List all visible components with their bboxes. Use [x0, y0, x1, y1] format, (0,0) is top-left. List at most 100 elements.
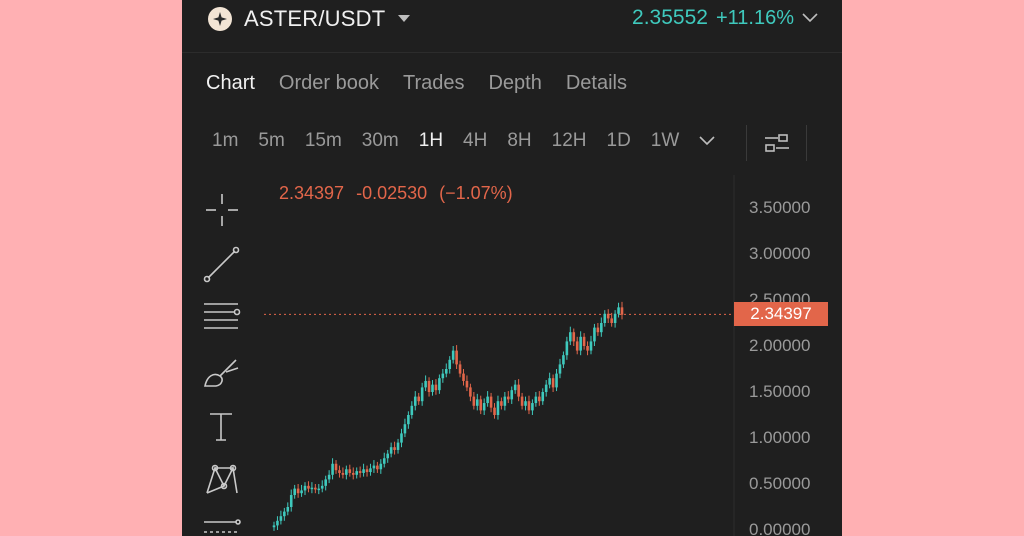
candle — [303, 485, 307, 491]
candle — [482, 403, 486, 411]
candle — [586, 346, 589, 351]
pattern-tool-icon[interactable] — [202, 460, 242, 500]
interval-5m[interactable]: 5m — [258, 130, 285, 151]
y-tick-label: 1.00000 — [749, 428, 811, 447]
candle — [506, 396, 510, 400]
change-percent: +11.16% — [715, 6, 794, 29]
text-tool-icon[interactable] — [202, 406, 242, 446]
candle — [407, 415, 410, 425]
candle — [493, 407, 496, 415]
candle — [534, 396, 538, 404]
tab-chart[interactable]: Chart — [206, 72, 255, 94]
y-tick-label: 0.50000 — [749, 474, 811, 493]
price-axis[interactable]: 3.50000 3.00000 2.50000 2.00000 1.50000 … — [734, 0, 842, 536]
interval-1h[interactable]: 1H — [418, 130, 444, 151]
indicator-settings-icon[interactable] — [764, 132, 790, 159]
y-tick-label: 3.00000 — [749, 244, 811, 263]
candle — [351, 472, 355, 475]
candle — [531, 403, 534, 411]
interval-1w[interactable]: 1W — [650, 130, 680, 151]
candle — [393, 447, 396, 450]
candle — [376, 465, 379, 470]
candle — [582, 336, 586, 346]
tab-order-book[interactable]: Order book — [278, 72, 379, 94]
top-bar: ASTER/USDT 2.35552 +11.16% — [182, 0, 842, 53]
crosshair-icon[interactable] — [202, 190, 242, 230]
candle — [448, 359, 452, 369]
toolbar-divider — [806, 125, 807, 161]
candle — [524, 401, 527, 406]
y-tick-label: 1.50000 — [749, 382, 811, 401]
candle — [510, 390, 514, 400]
candle — [617, 307, 620, 314]
candle — [293, 488, 296, 496]
interval-8h[interactable]: 8H — [507, 130, 532, 151]
candle — [400, 433, 403, 443]
interval-4h[interactable]: 4H — [463, 130, 488, 151]
candle — [538, 396, 541, 402]
interval-12h[interactable]: 12H — [551, 130, 587, 151]
app-window: ASTER/USDT 2.35552 +11.16% Chart Order b… — [182, 0, 842, 536]
candle — [527, 401, 531, 411]
candle — [613, 313, 617, 323]
candle — [331, 463, 334, 475]
last-price: 2.35552 — [632, 6, 708, 29]
candle — [324, 479, 327, 486]
candle — [431, 384, 434, 392]
candle — [558, 364, 562, 374]
candle — [379, 463, 383, 470]
tab-bar: Chart Order book Trades Depth Details — [206, 72, 627, 95]
candle — [544, 384, 548, 392]
pair-name: ASTER/USDT — [244, 6, 386, 31]
candle — [572, 332, 576, 342]
interval-30m[interactable]: 30m — [361, 130, 399, 151]
interval-1m[interactable]: 1m — [212, 130, 239, 151]
candle — [334, 463, 338, 471]
brush-icon[interactable] — [202, 352, 242, 392]
candle — [427, 380, 431, 392]
candle — [596, 327, 600, 333]
tab-depth[interactable]: Depth — [488, 72, 542, 94]
tab-details[interactable]: Details — [565, 72, 627, 94]
candle — [500, 401, 503, 406]
candle — [593, 327, 596, 342]
candle — [410, 405, 414, 415]
pair-selector[interactable]: ASTER/USDT — [208, 6, 411, 32]
candle — [389, 447, 393, 454]
candle — [565, 341, 569, 356]
candle — [362, 469, 365, 473]
candle — [327, 474, 331, 480]
ruler-tool-icon[interactable] — [202, 514, 242, 536]
tab-trades[interactable]: Trades — [402, 72, 465, 94]
ohlc-price: 2.34397 — [279, 183, 345, 203]
candle — [610, 318, 613, 323]
candle — [555, 373, 558, 388]
candle — [569, 332, 572, 342]
candle — [475, 399, 479, 406]
ticker-summary[interactable]: 2.35552 +11.16% — [632, 6, 818, 30]
candle — [451, 350, 455, 360]
candle — [396, 442, 400, 450]
candle — [479, 399, 483, 411]
candle — [458, 364, 462, 374]
candle — [496, 401, 500, 415]
y-tick-label: 3.50000 — [749, 198, 811, 217]
candle — [365, 469, 369, 473]
candle — [283, 511, 286, 517]
more-intervals-chevron-icon[interactable] — [699, 136, 715, 146]
interval-15m[interactable]: 15m — [304, 130, 342, 151]
candle — [438, 378, 441, 391]
price-chart[interactable] — [182, 0, 842, 536]
candle — [382, 458, 386, 464]
candle — [276, 520, 279, 526]
horizontal-lines-icon[interactable] — [202, 296, 242, 336]
candle — [620, 307, 624, 315]
interval-1d[interactable]: 1D — [606, 130, 631, 151]
candle — [465, 380, 469, 388]
candle — [520, 396, 524, 406]
candle — [575, 341, 579, 351]
trend-line-icon[interactable] — [202, 244, 242, 284]
candle — [600, 323, 603, 333]
candle — [441, 373, 445, 379]
candle — [517, 384, 520, 397]
